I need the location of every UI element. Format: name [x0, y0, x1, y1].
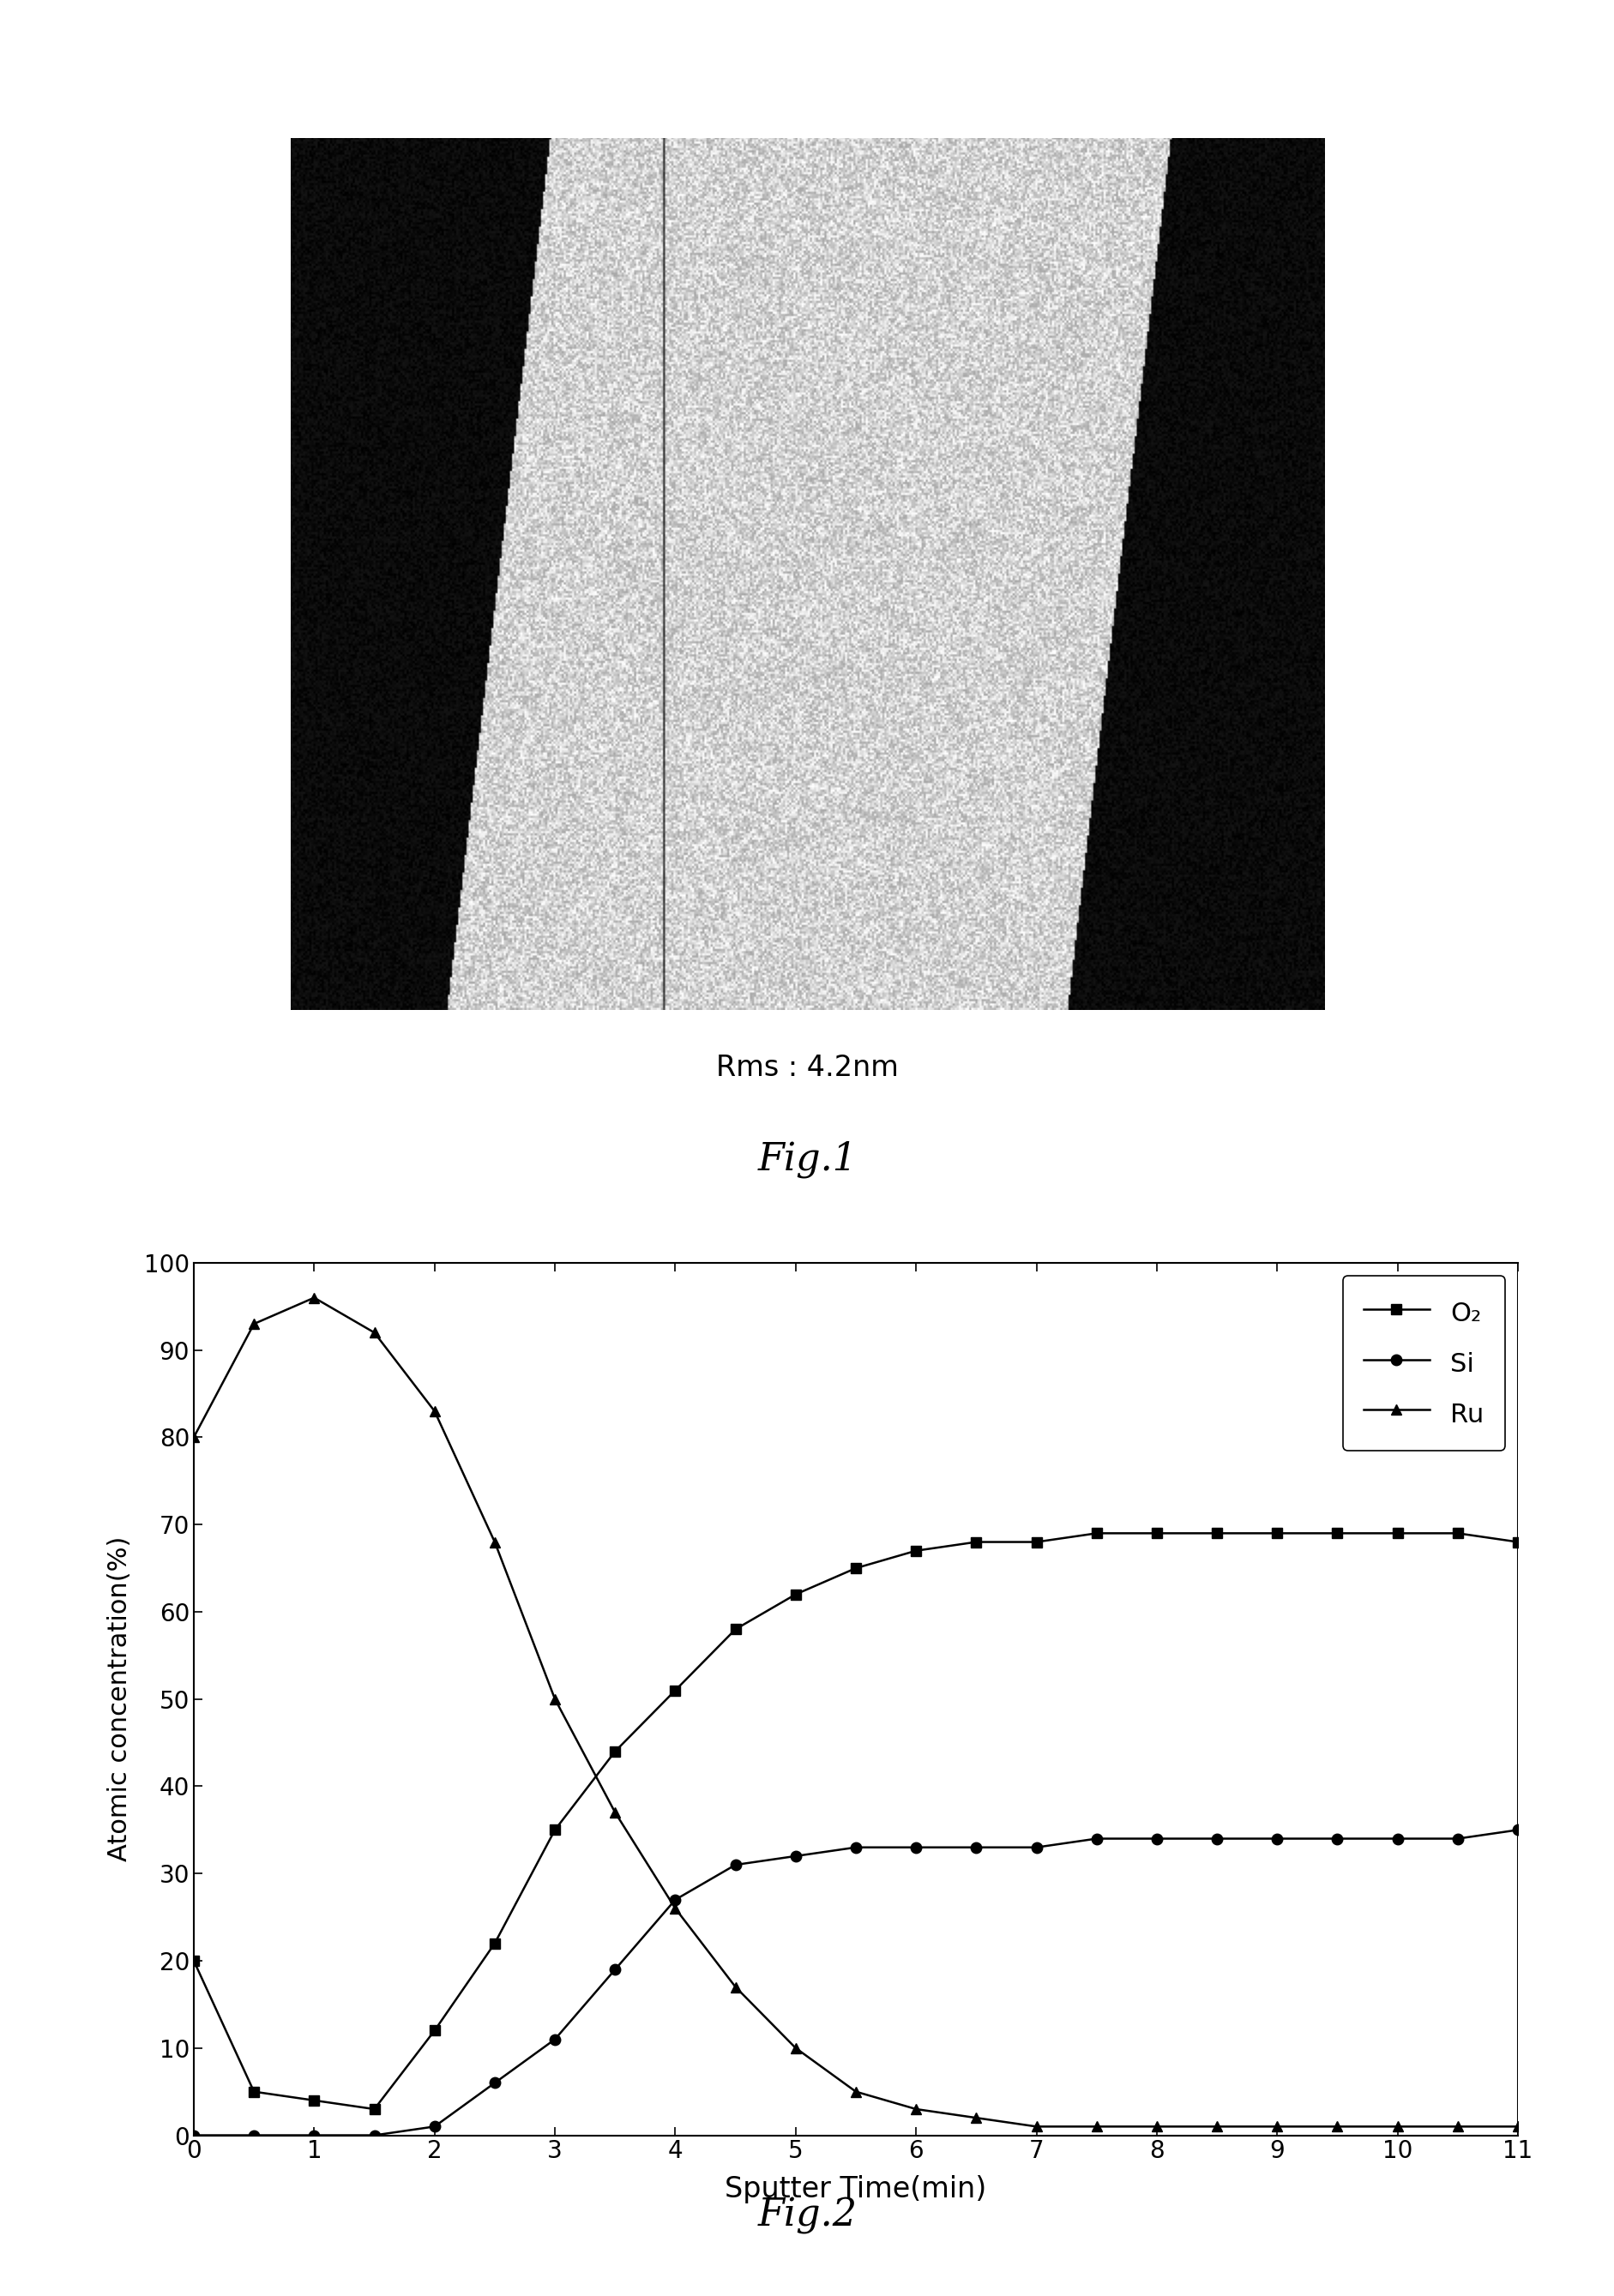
O₂ — [1327, 1520, 1346, 1548]
Si — [1507, 1816, 1527, 1844]
Si — [967, 1835, 986, 1862]
Ru — [484, 1529, 504, 1557]
O₂ — [1027, 1529, 1046, 1557]
O₂ — [1267, 1520, 1286, 1548]
O₂ — [786, 1580, 805, 1607]
Si — [1448, 1825, 1467, 1853]
Si — [1207, 1825, 1227, 1853]
Ru — [605, 1798, 625, 1825]
Ru — [1146, 2112, 1165, 2140]
O₂ — [184, 1947, 203, 1975]
Ru — [1386, 2112, 1406, 2140]
Line: O₂: O₂ — [189, 1527, 1522, 2115]
O₂ — [1448, 1520, 1467, 1548]
Ru — [1086, 2112, 1106, 2140]
O₂ — [665, 1676, 684, 1704]
X-axis label: Sputter Time(min): Sputter Time(min) — [725, 2174, 986, 2204]
Si — [244, 2122, 263, 2149]
Si — [1027, 1835, 1046, 1862]
Y-axis label: Atomic concentration(%): Atomic concentration(%) — [107, 1536, 132, 1862]
Si — [786, 1841, 805, 1869]
O₂ — [305, 2087, 324, 2115]
Text: Rms : 4.2nm: Rms : 4.2nm — [715, 1054, 899, 1081]
Ru — [786, 2034, 805, 2062]
O₂ — [605, 1738, 625, 1766]
Line: Si: Si — [189, 1825, 1522, 2140]
Si — [1267, 1825, 1286, 1853]
Ru — [546, 1685, 565, 1713]
Ru — [905, 2096, 925, 2124]
Legend: O₂, Si, Ru: O₂, Si, Ru — [1343, 1277, 1504, 1451]
Si — [846, 1835, 865, 1862]
Si — [546, 2025, 565, 2053]
O₂ — [484, 1929, 504, 1956]
Ru — [305, 1283, 324, 1311]
Si — [1327, 1825, 1346, 1853]
O₂ — [1207, 1520, 1227, 1548]
O₂ — [244, 2078, 263, 2105]
Ru — [1448, 2112, 1467, 2140]
Ru — [665, 1894, 684, 1922]
Si — [605, 1956, 625, 1984]
O₂ — [1146, 1520, 1165, 1548]
Si — [365, 2122, 384, 2149]
Ru — [1507, 2112, 1527, 2140]
Si — [184, 2122, 203, 2149]
O₂ — [1386, 1520, 1406, 1548]
Ru — [184, 1424, 203, 1451]
Si — [424, 2112, 444, 2140]
Si — [1386, 1825, 1406, 1853]
O₂ — [905, 1536, 925, 1564]
Line: Ru: Ru — [189, 1293, 1522, 2133]
Ru — [1207, 2112, 1227, 2140]
Ru — [846, 2078, 865, 2105]
Ru — [424, 1398, 444, 1426]
Ru — [1327, 2112, 1346, 2140]
Ru — [967, 2103, 986, 2131]
Si — [725, 1851, 744, 1878]
Si — [1146, 1825, 1165, 1853]
Ru — [244, 1311, 263, 1339]
Si — [484, 2069, 504, 2096]
O₂ — [846, 1554, 865, 1582]
Si — [305, 2122, 324, 2149]
O₂ — [1507, 1529, 1527, 1557]
Si — [905, 1835, 925, 1862]
Ru — [725, 1972, 744, 2000]
Si — [665, 1885, 684, 1913]
O₂ — [1086, 1520, 1106, 1548]
Ru — [1267, 2112, 1286, 2140]
O₂ — [967, 1529, 986, 1557]
Text: Fig.2: Fig.2 — [757, 2197, 857, 2234]
O₂ — [546, 1816, 565, 1844]
Text: Fig.1: Fig.1 — [757, 1141, 857, 1178]
Ru — [365, 1318, 384, 1345]
O₂ — [365, 2096, 384, 2124]
Ru — [1027, 2112, 1046, 2140]
O₂ — [424, 2016, 444, 2043]
Si — [1086, 1825, 1106, 1853]
O₂ — [725, 1616, 744, 1644]
